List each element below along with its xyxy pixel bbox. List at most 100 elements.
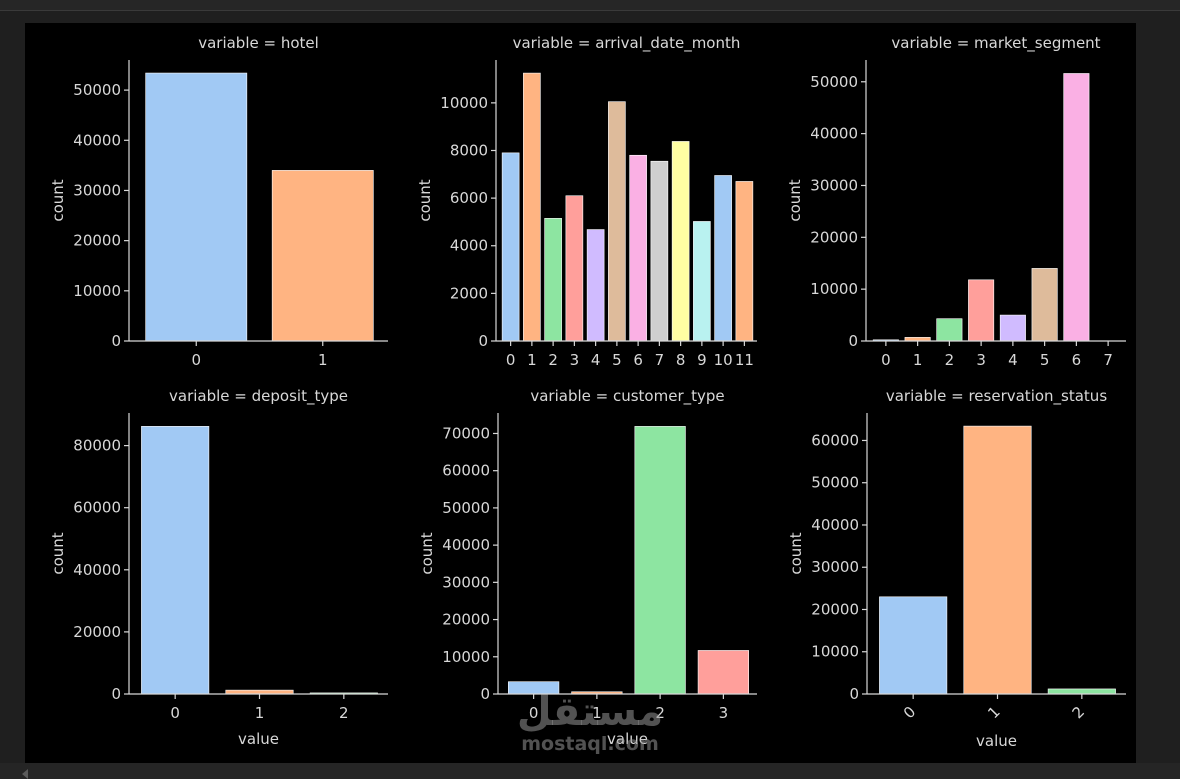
x-axis-label: value [976,732,1017,750]
bar [999,314,1026,342]
y-tick-label: 60000 [442,462,490,480]
x-tick-label: 2 [655,704,665,722]
y-tick-label: 20000 [811,600,859,618]
y-axis-label: count [416,179,434,221]
x-tick-label: 5 [612,351,622,369]
horizontal-scrollbar[interactable] [0,763,1180,779]
x-tick-label: 1 [592,704,602,722]
y-axis-label: count [49,532,67,574]
bar [629,154,647,342]
bar [1031,268,1058,342]
bar [650,160,669,342]
subplot-1: 0 1 2 3 4 5 6 7 8 9 10 110200040006000800010000vari… [416,34,757,369]
y-tick-label: 20000 [442,611,490,629]
x-tick-label: 10 [714,351,733,369]
x-tick-label: 1 [255,704,265,722]
y-tick-label: 40000 [442,536,490,554]
x-tick-label: 1 [527,351,537,369]
left-gutter [0,11,25,779]
y-tick-label: 8000 [450,141,488,159]
subplot-title: variable = reservation_status [886,387,1107,406]
subplot-3: 0 1 2 0 20000 40000 60000 80000 variable = depos… [49,387,388,748]
bar [523,72,541,342]
y-tick-label: 10000 [73,282,121,300]
y-tick-label: 6000 [450,189,488,207]
top-toolbar-strip [0,0,1180,11]
y-tick-label: 50000 [73,81,121,99]
y-tick-label: 20000 [810,228,858,246]
y-tick-label: 70000 [442,424,490,442]
y-axis-label: count [787,532,805,574]
x-tick-label: 9 [697,351,707,369]
y-tick-label: 0 [478,332,488,350]
x-tick-label: 5 [1040,351,1050,369]
bar [1063,73,1090,342]
y-tick-label: 10000 [810,280,858,298]
watermark-site: mostaql.com [521,733,659,755]
x-tick-label: 0 [170,704,180,722]
x-tick-label: 6 [1072,351,1082,369]
y-tick-label: 50000 [442,499,490,517]
x-tick-label: 1 [318,351,328,369]
y-tick-label: 0 [849,685,859,703]
y-tick-label: 60000 [73,499,121,517]
x-tick-label: 4 [1008,351,1018,369]
y-tick-label: 10000 [440,94,488,112]
y-tick-label: 20000 [73,232,121,250]
y-tick-label: 80000 [73,437,121,455]
bar [608,101,626,342]
y-tick-label: 40000 [73,561,121,579]
y-tick-label: 40000 [73,131,121,149]
watermark-arabic: مستقل [516,689,664,735]
y-tick-label: 10000 [442,648,490,666]
y-axis-label: count [418,532,436,574]
bar [145,72,248,342]
x-tick-label: 0 [506,351,516,369]
x-tick-label: 1 [913,351,923,369]
x-tick-label: 2 [339,704,349,722]
x-tick-label: 0 [900,703,919,722]
y-tick-label: 2000 [450,284,488,302]
bar [271,170,374,342]
x-tick-label: 7 [655,351,665,369]
scroll-left-arrow-icon[interactable] [22,769,28,779]
bar [968,279,995,342]
bar [501,152,520,342]
y-tick-label: 30000 [811,558,859,576]
x-axis-label: value [607,730,648,748]
x-tick-label: 1 [984,703,1003,722]
x-tick-label: 2 [1069,703,1088,722]
bar [879,596,948,695]
y-tick-label: 50000 [810,73,858,91]
subplot-5: 0 1 2 0 10000 20000 30000 40000 50000 60000 variab… [787,387,1126,750]
x-tick-label: 7 [1103,351,1113,369]
y-tick-label: 0 [111,685,121,703]
x-tick-label: 6 [633,351,643,369]
subplot-title: variable = arrival_date_month [513,34,741,53]
x-tick-label: 4 [591,351,601,369]
subplot-title: variable = hotel [198,34,319,52]
bar [634,426,686,695]
subplot-2: 0 1 2 3 4 5 6 7 0 10000 20000 30000 40000 50000 variab… [786,34,1126,369]
subplot-0: 0 1 0 10000 20000 30000 40000 50000 variable = h… [49,34,388,369]
y-tick-label: 50000 [811,474,859,492]
y-tick-label: 30000 [73,181,121,199]
y-axis-label: count [786,179,804,221]
y-tick-label: 40000 [810,125,858,143]
bar [963,425,1032,695]
bar [936,318,963,342]
bar [141,426,210,695]
subplot-title: variable = deposit_type [169,387,348,406]
y-tick-label: 4000 [450,237,488,255]
x-axis-label: value [238,730,279,748]
x-tick-label: 0 [191,351,201,369]
subplot-title: variable = customer_type [530,387,724,406]
x-tick-label: 11 [735,351,754,369]
y-tick-label: 60000 [811,431,859,449]
subplot-title: variable = market_segment [891,34,1100,53]
bar [697,650,749,695]
x-tick-label: 0 [529,704,539,722]
x-tick-label: 3 [976,351,986,369]
y-tick-label: 10000 [811,643,859,661]
